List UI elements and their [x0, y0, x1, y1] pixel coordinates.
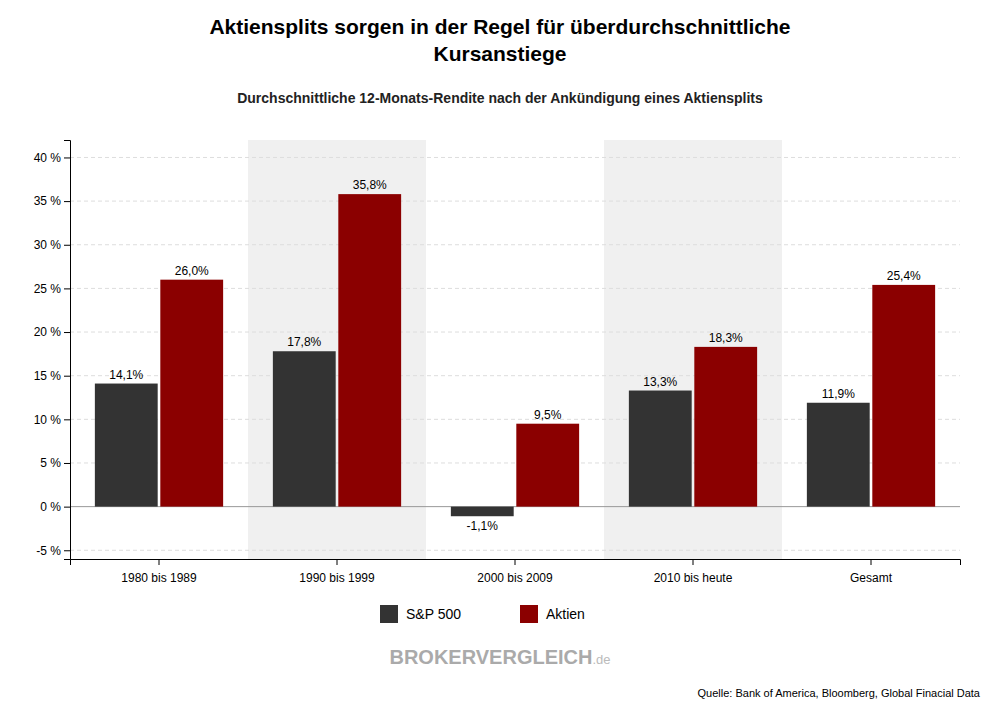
legend-swatch [380, 605, 398, 623]
x-tick-label: 2010 bis heute [654, 571, 733, 585]
data-label: 26,0% [175, 264, 209, 278]
y-tick-label: 10 % [34, 413, 62, 427]
x-tick-mark [693, 559, 694, 565]
grid-line [70, 201, 960, 202]
bar [872, 285, 935, 507]
y-tick-label: 20 % [34, 325, 62, 339]
legend: S&P 500 Aktien [380, 605, 585, 623]
source: Quelle: Bank of America, Bloomberg, Glob… [698, 687, 981, 699]
y-tick-label: 25 % [34, 282, 62, 296]
data-label: 35,8% [353, 178, 387, 192]
legend-item: Aktien [520, 605, 585, 623]
data-labels: 14,1% 17,8% -1,1% 13,3% 11,9% 26,0% 35,8% 9,5% 1… [109, 178, 921, 533]
legend-swatch [520, 605, 538, 623]
y-tick: 0 % [40, 500, 70, 514]
y-axis-line [64, 141, 71, 560]
y-tick-mark [64, 332, 70, 333]
y-tick: 40 % [34, 151, 70, 165]
x-tick: Gesamt [850, 559, 893, 585]
y-tick-mark [64, 463, 70, 464]
x-tick-mark [159, 559, 160, 565]
subtitle: Durchschnittliche 12-Monats-Rendite nach… [237, 90, 763, 106]
y-tick: 25 % [34, 282, 70, 296]
data-label: 18,3% [709, 331, 743, 345]
x-tick-mark [871, 559, 872, 565]
data-label: 11,9% [822, 387, 855, 401]
y-tick-mark [64, 201, 70, 202]
title-line: Kursanstiege [433, 42, 566, 65]
grid-line [70, 157, 960, 158]
watermark-part: .de [592, 652, 610, 667]
y-tick-mark [64, 550, 70, 551]
y-tick: 20 % [34, 325, 70, 339]
legend-label: S&P 500 [406, 606, 461, 622]
band-shading [248, 140, 782, 559]
x-tick-label: 1980 bis 1989 [121, 571, 197, 585]
y-tick-label: -5 % [36, 544, 61, 558]
data-label: 17,8% [287, 335, 321, 349]
y-tick-mark [64, 507, 70, 508]
x-tick: 2000 bis 2009 [477, 559, 553, 585]
y-tick-mark [64, 419, 70, 420]
data-label: 14,1% [109, 368, 143, 382]
bar [273, 351, 336, 506]
y-tick: 35 % [34, 194, 70, 208]
y-tick-label: 40 % [34, 151, 62, 165]
x-tick: 1990 bis 1999 [299, 559, 375, 585]
chart: Aktiensplits sorgen in der Regel für übe… [0, 0, 1000, 709]
x-tick: 2010 bis heute [654, 559, 733, 585]
band-shade [248, 140, 426, 559]
x-tick: 1980 bis 1989 [121, 559, 197, 585]
bar [95, 384, 158, 507]
y-tick: -5 % [36, 544, 70, 558]
y-tick-label: 35 % [34, 194, 62, 208]
x-axis-line [71, 560, 961, 566]
y-axis: -5 % 0 % 5 % 10 % 15 % 20 % 25 % 30 % 35 % 40 % [34, 141, 71, 560]
legend-item: S&P 500 [380, 605, 461, 623]
y-tick-label: 0 % [40, 500, 61, 514]
x-tick-mark [337, 559, 338, 565]
y-tick-mark [64, 157, 70, 158]
bar [516, 424, 579, 507]
bars [95, 194, 935, 516]
bar [160, 280, 223, 507]
plot: 14,1% 17,8% -1,1% 13,3% 11,9% 26,0% 35,8% 9,5% 1… [34, 140, 961, 585]
y-tick-label: 15 % [34, 369, 62, 383]
bar-series [160, 194, 935, 507]
bar [451, 507, 514, 517]
bar [694, 347, 757, 507]
y-tick-mark [64, 245, 70, 246]
x-tick-label: 1990 bis 1999 [299, 571, 375, 585]
grid-line [70, 550, 960, 551]
bar [629, 391, 692, 507]
y-tick: 5 % [40, 456, 70, 470]
data-label: 13,3% [643, 375, 677, 389]
data-label: -1,1% [467, 519, 499, 533]
y-tick-label: 5 % [40, 456, 61, 470]
bar [807, 403, 870, 507]
y-tick: 30 % [34, 238, 70, 252]
band-shade [604, 140, 782, 559]
data-label: 9,5% [534, 408, 562, 422]
y-tick-mark [64, 288, 70, 289]
x-tick-label: Gesamt [850, 571, 893, 585]
y-tick-label: 30 % [34, 238, 62, 252]
bar [338, 194, 401, 507]
y-tick: 10 % [34, 413, 70, 427]
grid-line [70, 244, 960, 245]
data-label: 25,4% [887, 269, 921, 283]
y-tick-mark [64, 376, 70, 377]
y-tick: 15 % [34, 369, 70, 383]
title-line: Aktiensplits sorgen in der Regel für übe… [209, 15, 790, 38]
x-tick-mark [515, 559, 516, 565]
watermark: BROKERVERGLEICH.de [389, 646, 610, 668]
x-tick-label: 2000 bis 2009 [477, 571, 553, 585]
x-axis: 1980 bis 1989 1990 bis 1999 2000 bis 2009 2… [71, 559, 961, 585]
watermark-part: BROKERVERGLEICH [389, 646, 592, 668]
grid [70, 157, 960, 550]
legend-label: Aktien [546, 606, 585, 622]
title: Aktiensplits sorgen in der Regel für übe… [209, 15, 790, 65]
